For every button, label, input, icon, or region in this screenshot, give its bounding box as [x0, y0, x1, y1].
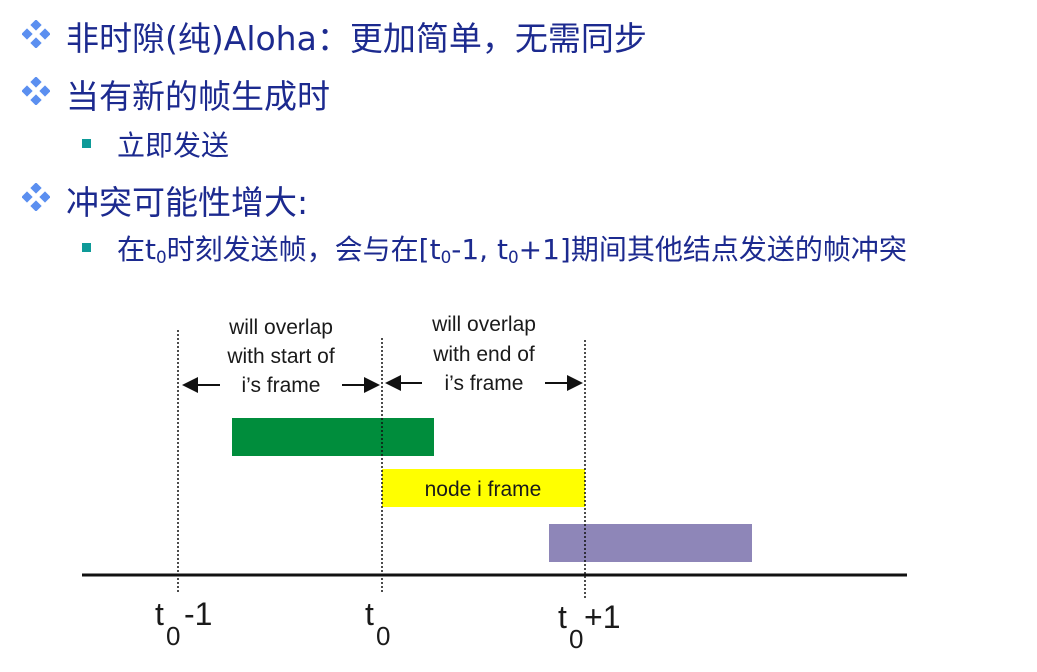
diamond-bullet-icon: [22, 20, 50, 48]
left-label-line-1: will overlap: [228, 316, 333, 339]
tick-label-t0-minus-1: t 0 -1: [155, 596, 212, 651]
right-label-line-2: with end of: [432, 343, 535, 366]
svg-text:t: t: [155, 596, 164, 632]
left-label-line-3: i’s frame: [242, 374, 321, 397]
svg-text:0: 0: [376, 621, 390, 651]
svg-text:+1: +1: [584, 599, 620, 635]
svg-text:-1: -1: [184, 596, 212, 632]
bullet-new-frame: 当有新的帧生成时: [66, 77, 330, 116]
diamond-bullet-icon: [22, 77, 50, 105]
tick-label-t0-plus-1: t 0 +1: [558, 599, 620, 654]
svg-text:0: 0: [569, 624, 583, 654]
diamond-bullet-icon: [22, 183, 50, 211]
svg-text:t: t: [558, 599, 567, 635]
square-bullet-icon: [82, 243, 91, 252]
bullet-send-immediately: 立即发送: [117, 129, 230, 162]
node-frame-label: node i frame: [425, 478, 542, 501]
later-frame: [549, 524, 752, 562]
bullet-collision-window: 在t0时刻发送帧，会与在[t0-1, t0+1]期间其他结点发送的帧冲突: [117, 233, 907, 268]
left-label-line-2: with start of: [226, 345, 335, 368]
right-label-line-1: will overlap: [431, 313, 536, 336]
right-label-line-3: i’s frame: [445, 372, 524, 395]
node-i-frame: [382, 469, 585, 507]
bullet-pure-aloha: 非时隙(纯)Aloha：更加简单，无需同步: [66, 19, 647, 58]
svg-text:t: t: [365, 596, 374, 632]
earlier-frame: [232, 418, 434, 456]
svg-text:0: 0: [166, 621, 180, 651]
bullet-collision-increase: 冲突可能性增大:: [66, 183, 309, 222]
square-bullet-icon: [82, 139, 91, 148]
tick-label-t0: t 0: [365, 596, 390, 651]
